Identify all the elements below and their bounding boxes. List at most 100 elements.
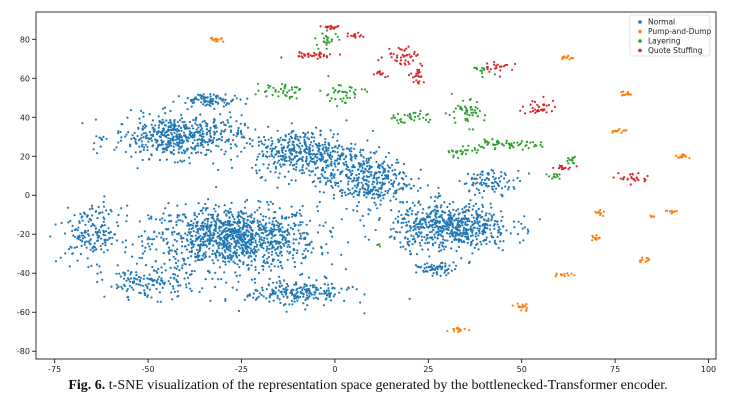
point-normal <box>324 221 327 224</box>
point-normal <box>143 230 146 233</box>
point-normal <box>200 127 203 130</box>
point-normal <box>395 177 398 180</box>
point-normal <box>415 223 418 226</box>
point-normal <box>214 204 217 207</box>
point-normal <box>201 244 204 247</box>
point-quote-stuffing <box>496 63 499 66</box>
point-normal <box>147 137 150 140</box>
point-normal <box>188 263 191 266</box>
point-normal <box>407 214 410 217</box>
point-normal <box>337 154 340 157</box>
point-normal <box>247 224 250 227</box>
point-normal <box>263 259 266 262</box>
point-normal <box>463 214 466 217</box>
point-normal <box>263 254 266 257</box>
point-normal <box>393 237 396 240</box>
point-layering <box>343 101 347 104</box>
point-quote-stuffing <box>403 49 406 52</box>
point-normal <box>102 251 105 254</box>
point-normal <box>463 182 466 186</box>
point-normal <box>449 235 452 238</box>
point-normal <box>262 268 265 271</box>
point-pump-and-dump <box>568 58 571 61</box>
point-normal <box>239 247 242 250</box>
point-normal <box>194 145 197 148</box>
point-layering <box>483 114 487 117</box>
point-quote-stuffing <box>419 62 422 65</box>
point-normal <box>302 295 305 298</box>
point-normal <box>225 139 228 142</box>
point-normal <box>199 228 202 231</box>
point-normal <box>277 140 280 144</box>
point-normal <box>438 225 441 228</box>
point-layering <box>476 115 479 118</box>
point-normal <box>499 240 502 243</box>
point-normal <box>290 149 293 152</box>
point-normal <box>246 219 249 222</box>
point-normal <box>264 215 267 218</box>
point-layering <box>286 91 289 94</box>
point-normal <box>487 219 490 222</box>
point-normal <box>120 285 123 288</box>
point-normal <box>155 147 158 150</box>
point-pump-and-dump <box>597 211 600 214</box>
point-normal <box>248 254 251 257</box>
point-normal <box>432 264 436 267</box>
point-normal <box>209 104 212 107</box>
point-normal <box>270 237 273 240</box>
point-normal <box>100 237 103 240</box>
point-normal <box>224 299 227 302</box>
point-normal <box>307 137 310 141</box>
point-normal <box>237 280 240 283</box>
point-layering <box>257 82 260 85</box>
point-layering <box>294 91 297 94</box>
point-normal <box>481 230 484 233</box>
point-normal <box>284 237 287 240</box>
point-quote-stuffing <box>298 55 301 58</box>
point-normal <box>137 235 140 238</box>
point-normal <box>122 277 126 280</box>
point-normal <box>228 111 231 114</box>
point-normal <box>296 249 299 252</box>
point-normal <box>430 230 433 233</box>
point-normal <box>324 137 327 141</box>
point-normal <box>478 224 481 227</box>
point-normal <box>235 248 238 252</box>
point-normal <box>495 220 499 223</box>
point-normal <box>392 181 395 184</box>
point-normal <box>293 297 296 300</box>
point-normal <box>138 145 141 148</box>
point-normal <box>168 249 171 252</box>
point-layering <box>334 98 337 101</box>
point-normal <box>495 181 498 184</box>
point-layering <box>571 156 574 159</box>
point-normal <box>270 153 273 156</box>
point-layering <box>475 151 478 154</box>
point-normal <box>163 219 166 222</box>
point-normal <box>293 283 296 286</box>
point-normal <box>336 133 339 136</box>
point-quote-stuffing <box>560 164 563 167</box>
point-normal <box>232 254 235 257</box>
point-normal <box>226 233 229 236</box>
point-normal <box>223 204 226 207</box>
point-normal <box>228 216 231 219</box>
point-normal <box>424 242 427 245</box>
point-normal <box>200 257 203 260</box>
point-normal <box>314 185 317 188</box>
point-normal <box>198 254 201 257</box>
point-normal <box>429 266 432 269</box>
point-normal <box>309 160 312 163</box>
point-normal <box>217 213 220 216</box>
point-normal <box>282 304 285 307</box>
point-quote-stuffing <box>416 70 419 73</box>
point-normal <box>217 219 220 222</box>
point-normal <box>526 232 529 235</box>
point-normal <box>324 291 327 294</box>
point-layering <box>331 38 334 41</box>
point-layering <box>471 128 475 131</box>
point-normal <box>381 162 384 165</box>
point-normal <box>156 146 159 149</box>
point-normal <box>173 230 176 233</box>
point-normal <box>96 232 99 235</box>
